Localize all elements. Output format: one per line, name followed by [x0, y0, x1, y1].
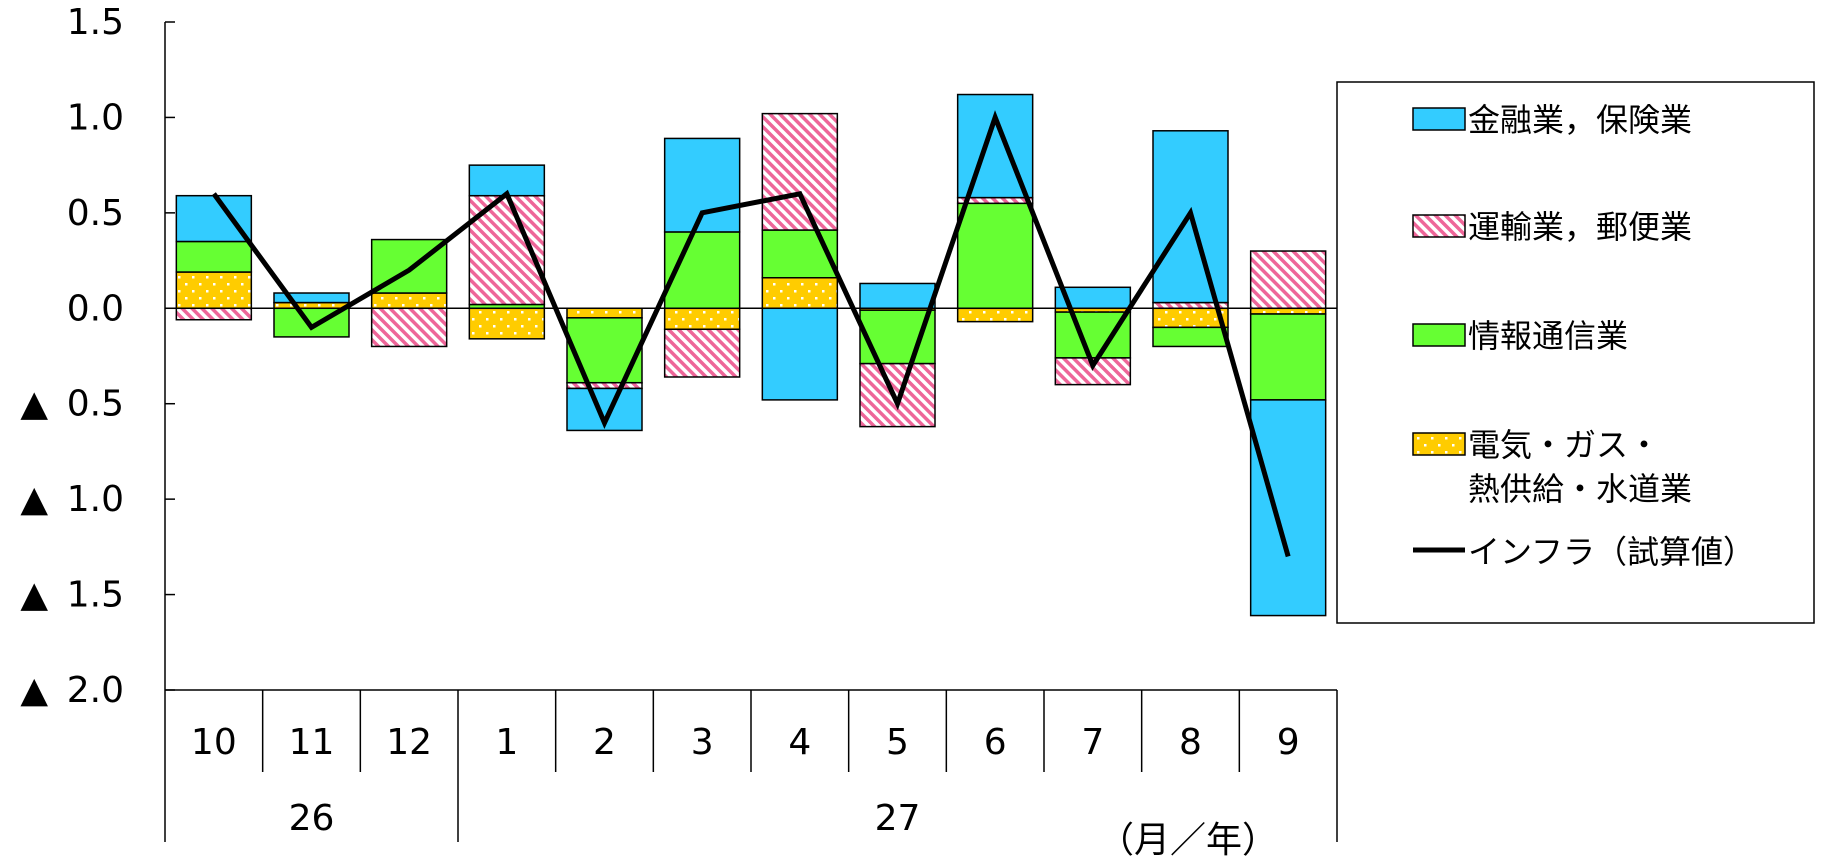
- x-tick-label: 6: [984, 722, 1007, 763]
- y-tick-label: 0.5: [67, 384, 124, 425]
- legend-label: 電気・ガス・: [1468, 426, 1660, 464]
- bar-s3-12: [370, 292, 448, 310]
- bar-s3-2: [566, 307, 643, 319]
- legend-swatch: [1412, 214, 1466, 238]
- bar-s0-11: [273, 292, 350, 304]
- bar-s2-5: [859, 309, 936, 365]
- bar-s2-7: [1054, 311, 1132, 359]
- bar-s1-9: [1249, 250, 1327, 310]
- y-tick-marker: ▲: [20, 670, 48, 711]
- x-tick-label: 7: [1081, 722, 1104, 763]
- line-layer: [211, 110, 1291, 558]
- y-tick-label: 0.0: [67, 288, 124, 329]
- bar-s0-10: [175, 194, 253, 243]
- x-tick-label: 11: [289, 722, 335, 763]
- bar-s3-6: [956, 307, 1034, 323]
- y-tick-label: 1.0: [67, 97, 124, 138]
- y-tick-label: 1.0: [67, 479, 124, 520]
- bar-s2-2: [566, 317, 643, 384]
- x-tick-label: 1: [495, 722, 518, 763]
- bar-s3-11: [273, 301, 350, 310]
- bar-s0-2: [566, 387, 643, 432]
- text-layer: 1.51.00.50.0▲ 0.5▲ 1.0▲ 1.5▲ 2.010 11 12 1 2 3 4 5 6…: [20, 2, 1299, 856]
- bar-s0-1: [468, 164, 546, 197]
- bar-layer: [175, 93, 1327, 617]
- x-tick-label: 5: [886, 722, 909, 763]
- legend-box: [1336, 81, 1815, 624]
- bar-s0-5: [859, 282, 936, 310]
- bar-s1-12: [370, 307, 448, 348]
- y-tick-label: 0.5: [67, 193, 124, 234]
- bar-s2-6: [956, 202, 1034, 310]
- bar-s3-4: [761, 276, 839, 310]
- bar-s1-10: [175, 307, 253, 321]
- legend-label: 情報通信業: [1468, 317, 1628, 355]
- y-tick-marker: ▲: [20, 384, 48, 425]
- line-series-4: [211, 110, 1291, 558]
- legend-label: 運輸業，郵便業: [1468, 208, 1692, 246]
- bar-s2-4: [761, 229, 839, 279]
- legend-label: インフラ（試算値）: [1468, 533, 1755, 571]
- y-tick-marker: ▲: [20, 575, 48, 616]
- x-unit-label: （月／年）: [1098, 820, 1278, 856]
- bar-s1-4: [761, 112, 839, 231]
- legend-swatch: [1412, 432, 1466, 456]
- year-label: 27: [875, 798, 921, 839]
- bar-s3-1: [468, 307, 546, 340]
- x-tick-label: 3: [691, 722, 714, 763]
- bar-s3-9: [1249, 307, 1327, 315]
- x-tick-label: 9: [1277, 722, 1300, 763]
- y-tick-label: 1.5: [67, 2, 124, 43]
- x-tick-label: 12: [386, 722, 432, 763]
- bar-s1-3: [663, 328, 741, 378]
- x-tick-label: 10: [191, 722, 237, 763]
- x-tick-label: 8: [1179, 722, 1202, 763]
- y-tick-marker: ▲: [20, 479, 48, 520]
- bar-s2-8: [1152, 326, 1229, 348]
- legend-label: 熱供給・水道業: [1468, 470, 1692, 508]
- bar-s3-3: [663, 307, 741, 331]
- x-tick-label: 2: [593, 722, 616, 763]
- legend: 金融業，保険業運輸業，郵便業情報通信業電気・ガス・熱供給・水道業インフラ（試算値…: [1336, 81, 1815, 624]
- bar-s1-2: [566, 381, 643, 390]
- axis-layer: [164, 21, 1338, 842]
- bar-s2-9: [1249, 313, 1327, 401]
- year-label: 26: [289, 798, 335, 839]
- bar-s2-10: [175, 240, 253, 273]
- legend-label: 金融業，保険業: [1468, 101, 1692, 139]
- legend-swatch: [1412, 107, 1466, 131]
- y-tick-label: 2.0: [67, 670, 124, 711]
- bar-s0-9: [1249, 399, 1327, 617]
- x-tick-label: 4: [788, 722, 811, 763]
- bar-s3-10: [175, 271, 253, 310]
- bar-s1-5: [859, 362, 936, 428]
- bar-s0-4: [761, 307, 839, 401]
- y-tick-label: 1.5: [67, 575, 124, 616]
- legend-swatch: [1412, 323, 1466, 347]
